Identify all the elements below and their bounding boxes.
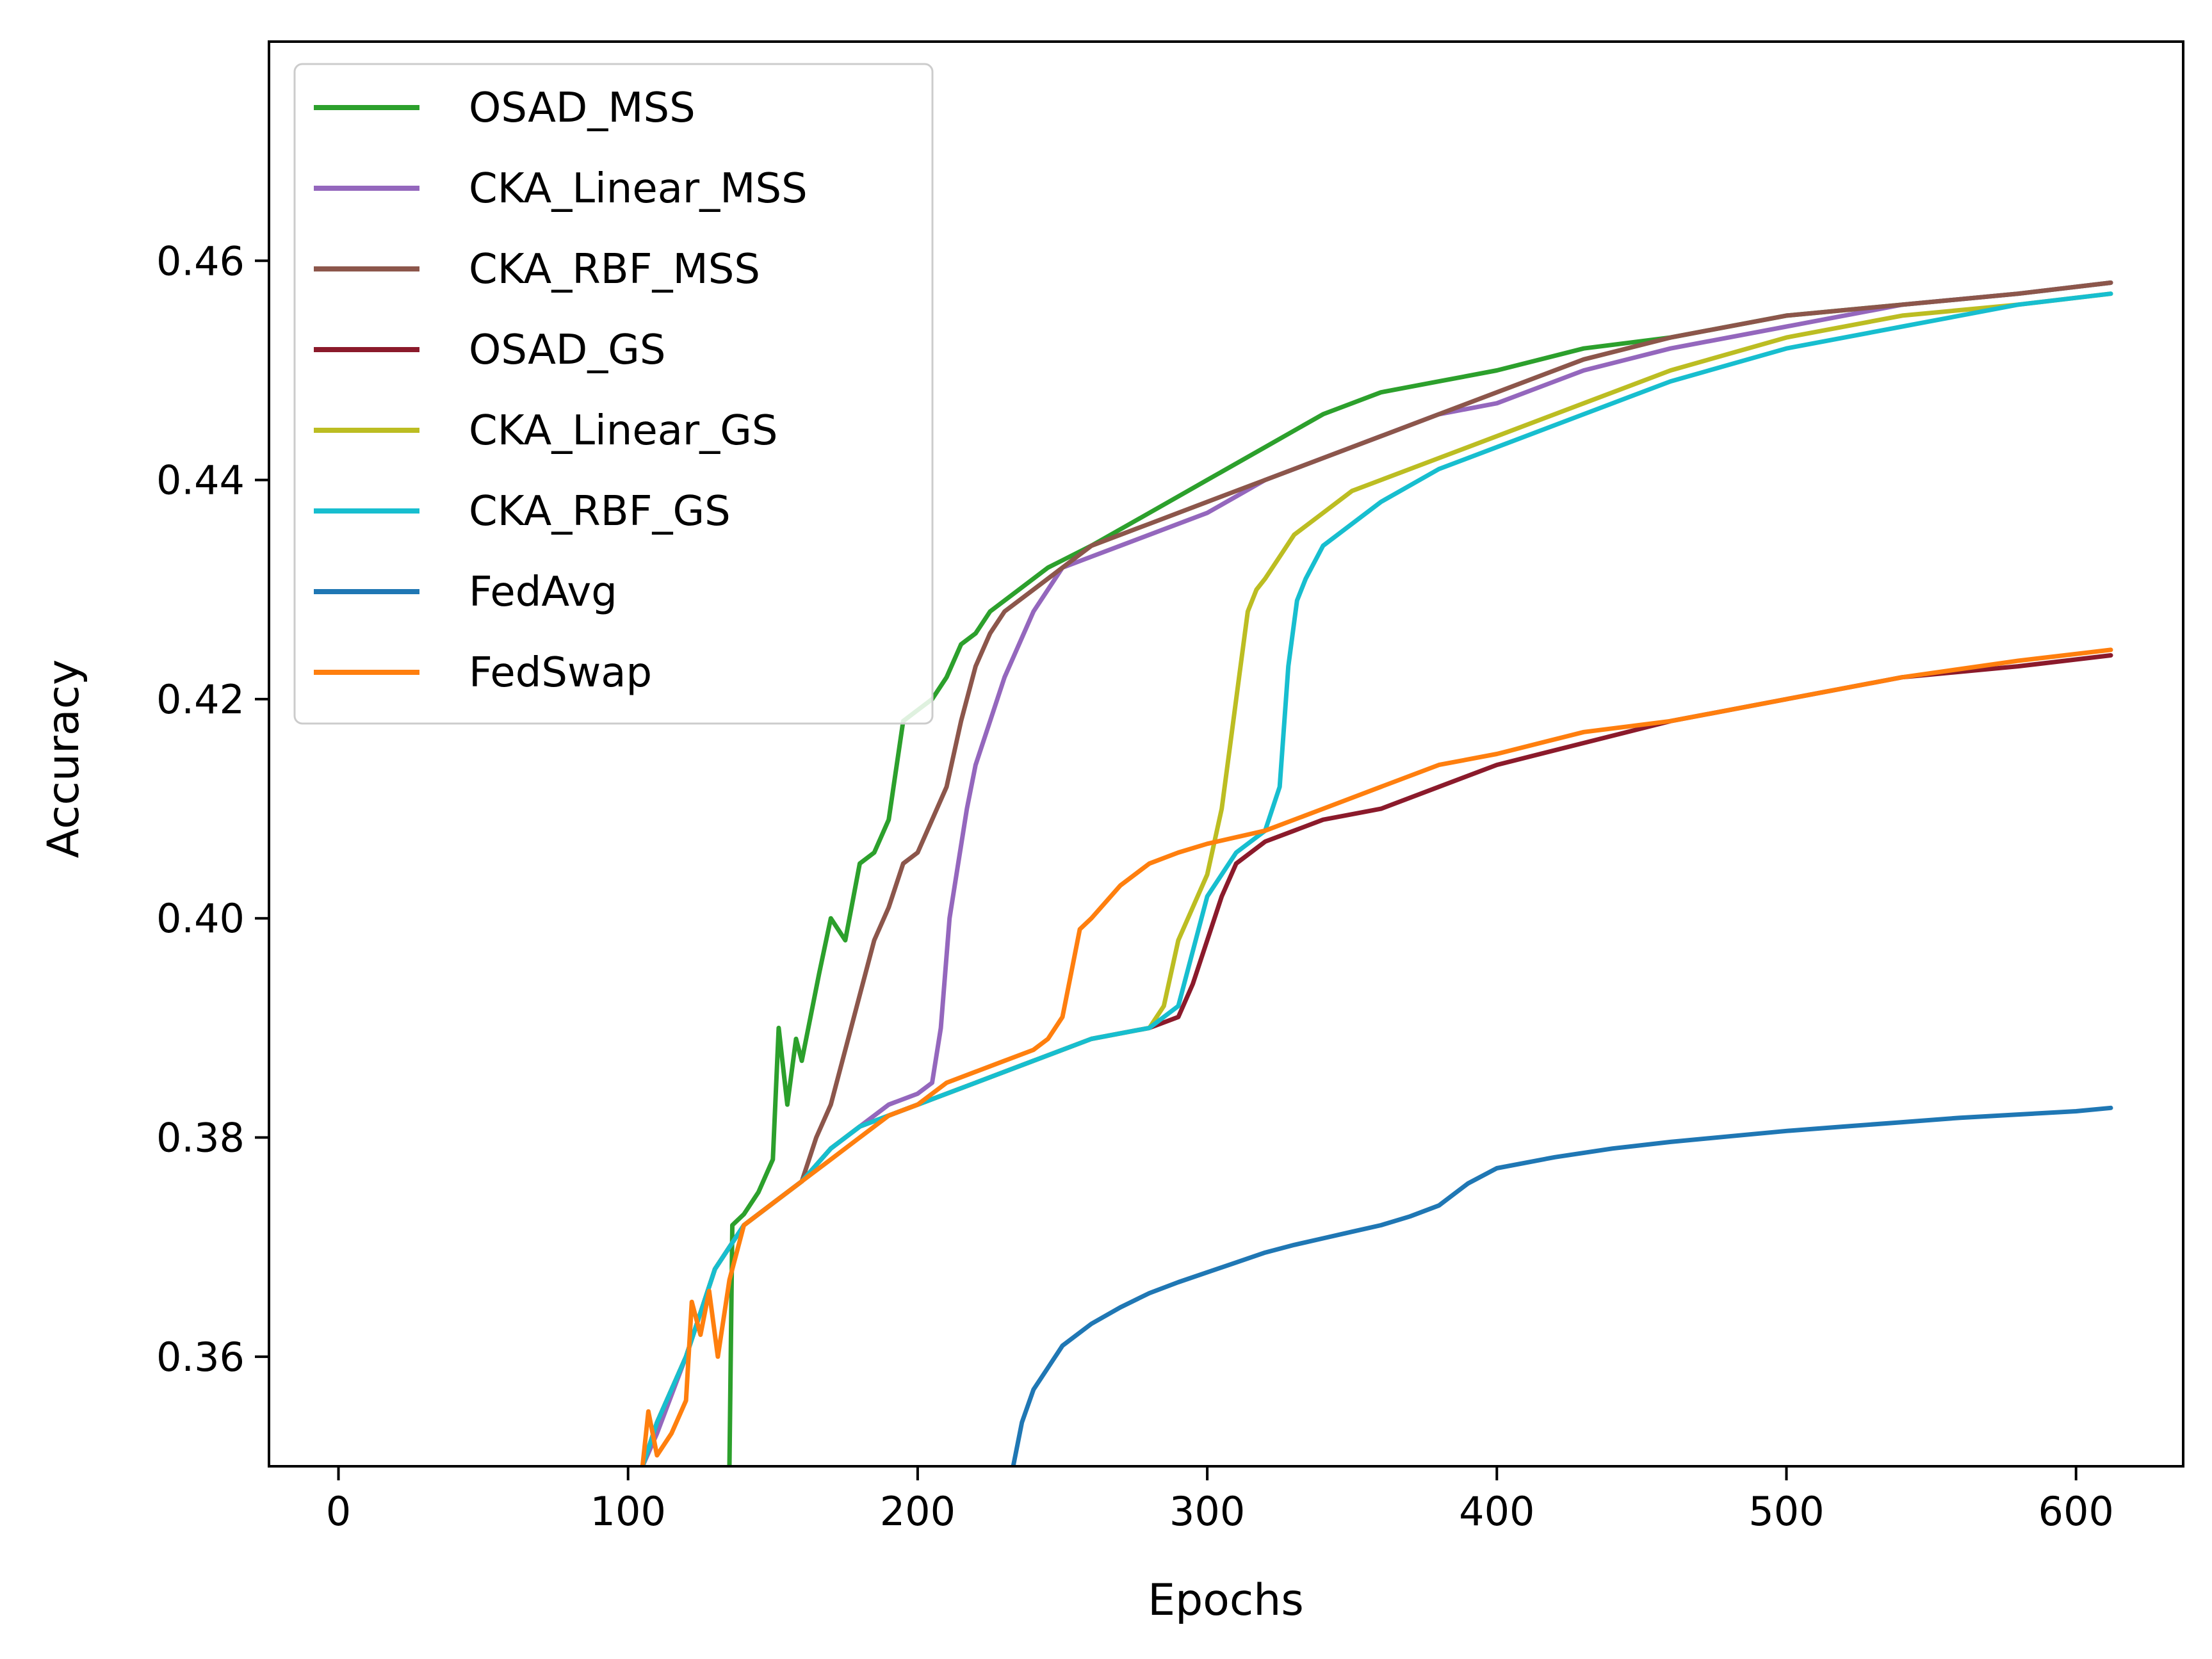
x-tick-label: 0 — [326, 1488, 351, 1535]
legend-label: CKA_RBF_GS — [469, 488, 731, 535]
y-axis-ticks: 0.36 0.38 0.40 0.42 0.44 0.46 — [156, 238, 269, 1380]
y-tick-label: 0.46 — [156, 238, 245, 284]
series-line-fedavg — [1011, 1105, 2113, 1466]
x-tick-label: 500 — [1748, 1488, 1824, 1535]
y-tick-label: 0.40 — [156, 895, 245, 942]
legend-label: FedSwap — [469, 649, 652, 697]
series-line-fedswap — [640, 647, 2113, 1466]
y-tick-label: 0.38 — [156, 1115, 245, 1161]
x-axis-label: Epochs — [1148, 1575, 1304, 1626]
y-tick-label: 0.36 — [156, 1334, 245, 1380]
y-tick-label: 0.42 — [156, 676, 245, 723]
x-tick-label: 200 — [880, 1488, 956, 1535]
legend-box — [293, 63, 934, 725]
legend-label: FedAvg — [469, 569, 617, 616]
series-line-cka-rbf-mss — [640, 280, 2113, 1466]
legend-label: CKA_RBF_MSS — [469, 246, 760, 293]
series-line-osad-mss — [727, 280, 2113, 1466]
x-tick-label: 400 — [1459, 1488, 1534, 1535]
x-tick-label: 100 — [590, 1488, 666, 1535]
x-tick-label: 600 — [2038, 1488, 2114, 1535]
legend-label: OSAD_GS — [469, 327, 665, 374]
x-axis-ticks: 0 100 200 300 400 500 600 — [326, 1466, 2114, 1535]
legend-label: CKA_Linear_GS — [469, 407, 777, 455]
legend-label: OSAD_MSS — [469, 85, 695, 132]
legend: OSAD_MSS CKA_Linear_MSS CKA_RBF_MSS OSAD_GS… — [293, 63, 934, 725]
x-tick-label: 300 — [1169, 1488, 1245, 1535]
axes-frame — [268, 40, 2184, 1468]
y-axis-label: Accuracy — [38, 660, 89, 858]
legend-label: CKA_Linear_MSS — [469, 165, 808, 213]
series-layer — [640, 280, 2113, 1466]
y-tick-label: 0.44 — [156, 457, 245, 504]
